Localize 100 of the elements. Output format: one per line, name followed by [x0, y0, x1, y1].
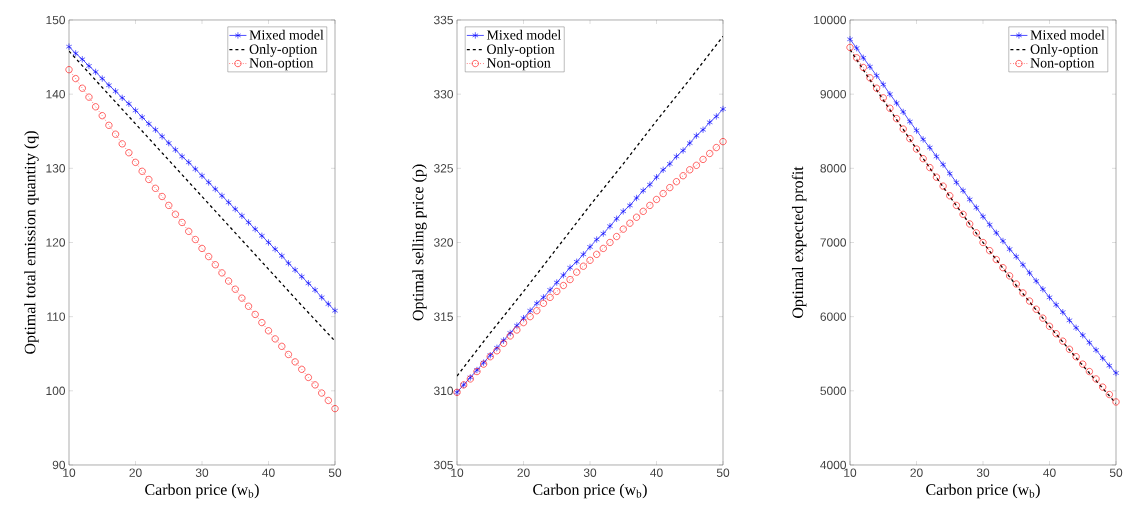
point — [171, 210, 179, 218]
point — [933, 152, 940, 160]
point — [304, 373, 312, 381]
point — [993, 229, 1000, 237]
point — [586, 256, 594, 264]
point — [513, 326, 521, 334]
point — [719, 138, 727, 146]
point — [1039, 285, 1046, 293]
point — [1073, 324, 1080, 332]
point — [626, 219, 634, 227]
point — [846, 43, 854, 51]
point — [939, 182, 947, 190]
x-tick-label: 10 — [451, 468, 464, 477]
point — [245, 302, 253, 310]
point — [553, 279, 560, 287]
point — [906, 118, 913, 126]
point — [573, 258, 580, 266]
point — [258, 232, 265, 240]
point — [593, 250, 601, 258]
point — [972, 229, 980, 237]
point — [932, 173, 940, 181]
point — [573, 268, 581, 276]
point — [706, 149, 714, 157]
point — [1052, 330, 1060, 338]
point — [125, 100, 132, 108]
point — [1032, 305, 1040, 313]
point — [866, 63, 874, 71]
point — [959, 210, 967, 218]
y-axis-title: Optimal total emission quantity (q) — [24, 131, 39, 354]
point — [191, 236, 199, 244]
point — [893, 99, 900, 107]
point — [699, 126, 707, 134]
point — [105, 81, 112, 89]
point — [719, 105, 727, 113]
point — [1019, 261, 1026, 269]
legend-label: Mixed model — [1030, 29, 1105, 40]
point — [673, 152, 680, 160]
point — [899, 125, 907, 133]
point — [547, 286, 554, 294]
y-tick-label: 325 — [434, 164, 453, 173]
point — [1105, 391, 1113, 399]
point — [172, 146, 179, 154]
point — [278, 252, 285, 260]
point — [92, 68, 99, 76]
point — [318, 293, 325, 301]
point — [533, 307, 541, 315]
y-tick-label: 8000 — [820, 164, 847, 173]
point — [540, 293, 547, 301]
y-tick-label: 330 — [434, 89, 454, 99]
point — [620, 207, 627, 215]
point — [132, 158, 140, 166]
point — [1112, 398, 1120, 406]
point — [185, 158, 192, 166]
point — [853, 54, 861, 62]
point — [580, 250, 587, 258]
point — [599, 244, 607, 252]
point — [866, 74, 874, 82]
point — [946, 170, 953, 178]
point — [940, 161, 947, 169]
point — [1106, 362, 1113, 370]
point — [1066, 316, 1073, 324]
point — [1072, 353, 1080, 361]
point — [1046, 322, 1054, 330]
point — [906, 135, 914, 143]
point — [158, 193, 166, 200]
point — [198, 244, 206, 252]
point — [873, 84, 881, 92]
point — [692, 161, 700, 169]
point — [1039, 314, 1047, 322]
x-tick-label: 50 — [1109, 468, 1123, 477]
x-tick-label: 40 — [1043, 468, 1056, 477]
point — [212, 185, 219, 193]
point — [999, 264, 1007, 272]
point — [211, 261, 219, 269]
x-tick-label: 20 — [129, 468, 142, 477]
point — [1079, 360, 1087, 368]
point — [527, 307, 534, 315]
point — [979, 213, 987, 221]
point — [1026, 269, 1033, 277]
point — [331, 405, 339, 413]
point — [1013, 253, 1020, 261]
point — [946, 192, 954, 200]
point — [331, 307, 339, 315]
y-tick-label: 130 — [46, 164, 66, 173]
point — [686, 139, 693, 147]
point — [699, 155, 707, 163]
point — [560, 271, 567, 279]
point — [1006, 245, 1013, 253]
point — [1099, 383, 1107, 391]
point — [145, 175, 153, 183]
point — [99, 75, 106, 83]
point — [1046, 293, 1053, 301]
point — [272, 245, 279, 253]
y-tick-label: 150 — [46, 15, 66, 25]
point — [992, 256, 1000, 264]
point — [271, 335, 279, 343]
point — [92, 103, 100, 111]
point — [526, 313, 534, 321]
point — [205, 178, 212, 186]
point — [1033, 277, 1040, 285]
